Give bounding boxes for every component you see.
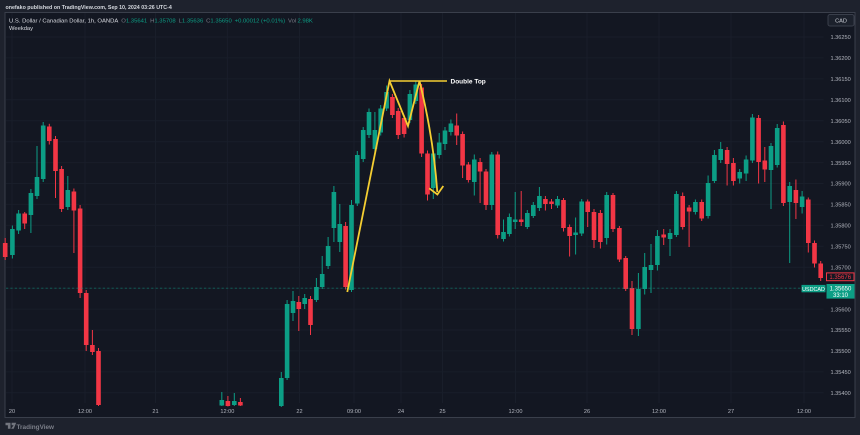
svg-text:12:00: 12:00 <box>78 409 92 415</box>
svg-text:1.35950: 1.35950 <box>831 161 851 167</box>
svg-text:12:00: 12:00 <box>652 409 666 415</box>
svg-text:Weekday: Weekday <box>9 26 33 32</box>
svg-text:1.35900: 1.35900 <box>831 182 851 188</box>
svg-text:1.35400: 1.35400 <box>831 391 851 397</box>
svg-text:12:00: 12:00 <box>509 409 523 415</box>
svg-text:12:00: 12:00 <box>797 409 811 415</box>
svg-text:U.S. Dollar / Canadian Dollar,: U.S. Dollar / Canadian Dollar, 1h, OANDA… <box>9 18 313 24</box>
svg-text:1.35850: 1.35850 <box>831 203 851 209</box>
svg-text:1.36200: 1.36200 <box>831 56 851 62</box>
svg-text:USDCAD: USDCAD <box>802 287 825 293</box>
svg-text:1.36000: 1.36000 <box>831 140 851 146</box>
svg-text:26: 26 <box>584 409 590 415</box>
svg-text:09:00: 09:00 <box>347 409 361 415</box>
svg-text:1.35550: 1.35550 <box>831 328 851 334</box>
svg-text:1.36250: 1.36250 <box>831 35 851 41</box>
svg-text:21: 21 <box>152 409 158 415</box>
svg-text:1.35600: 1.35600 <box>831 307 851 313</box>
svg-text:1.36050: 1.36050 <box>831 119 851 125</box>
svg-text:1.35750: 1.35750 <box>831 245 851 251</box>
svg-text:Double Top: Double Top <box>451 79 486 86</box>
svg-text:1.35450: 1.35450 <box>831 370 851 376</box>
svg-text:1.35650: 1.35650 <box>830 287 852 293</box>
svg-text:24: 24 <box>398 409 404 415</box>
svg-text:27: 27 <box>728 409 734 415</box>
svg-text:1.35500: 1.35500 <box>831 349 851 355</box>
svg-text:1.35700: 1.35700 <box>831 265 851 271</box>
svg-text:onefako published on TradingVi: onefako published on TradingView.com, Se… <box>6 5 172 11</box>
svg-text:33:10: 33:10 <box>833 293 849 299</box>
svg-text:1.35676: 1.35676 <box>829 275 851 281</box>
svg-text:12:00: 12:00 <box>220 409 234 415</box>
svg-text:22: 22 <box>296 409 302 415</box>
svg-text:1.36150: 1.36150 <box>831 77 851 83</box>
svg-text:25: 25 <box>439 409 445 415</box>
svg-text:CAD: CAD <box>835 19 847 25</box>
svg-text:20: 20 <box>9 409 15 415</box>
svg-text:TradingView: TradingView <box>17 424 55 431</box>
svg-text:1.36100: 1.36100 <box>831 98 851 104</box>
svg-text:1.35800: 1.35800 <box>831 224 851 230</box>
